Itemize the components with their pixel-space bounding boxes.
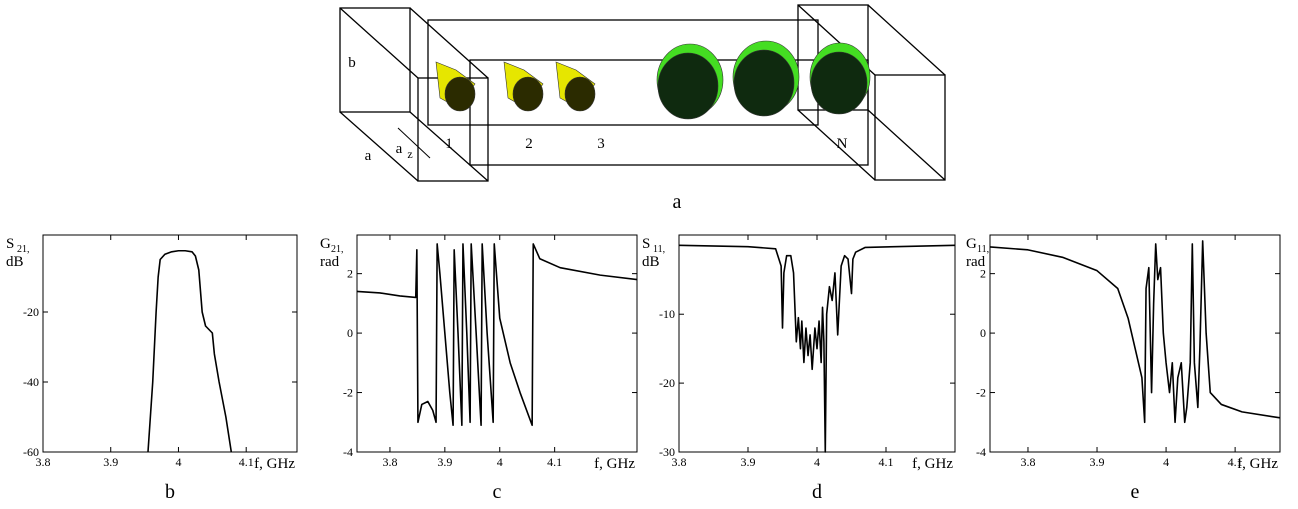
height-label: b bbox=[348, 55, 356, 71]
data-line bbox=[147, 249, 233, 453]
x-tick-label: 3.9 bbox=[103, 455, 118, 469]
y-tick-label: 2 bbox=[347, 267, 353, 281]
x-axis-label: f, GHz bbox=[594, 456, 635, 472]
caption: d bbox=[812, 481, 822, 503]
x-tick-label: 3.8 bbox=[36, 455, 51, 469]
y-label-unit: dB bbox=[6, 254, 24, 270]
chart: -4 -2 0 2 3.8 3.9 4 4.1f, GHz G 11,rad e bbox=[966, 234, 1281, 503]
x-tick-label: 3.9 bbox=[437, 455, 452, 469]
y-label-unit: rad bbox=[320, 254, 340, 270]
disc bbox=[809, 42, 871, 115]
y-tick-label: -4 bbox=[343, 445, 353, 459]
caption: e bbox=[1131, 481, 1140, 503]
element-label: 2 bbox=[525, 136, 533, 152]
width-label: a bbox=[365, 148, 372, 164]
y-tick-label: 0 bbox=[347, 326, 353, 340]
port-face bbox=[339, 7, 411, 113]
edge bbox=[867, 109, 946, 181]
caption: c bbox=[493, 481, 502, 503]
y-label-symbol: S bbox=[6, 236, 14, 252]
chart: -30 -20 -10 3.8 3.9 4 4.1 f, GHz S 11,dB d bbox=[642, 234, 956, 503]
x-tick-label: 3.8 bbox=[382, 455, 397, 469]
edge bbox=[409, 111, 489, 182]
plot-frame bbox=[989, 234, 1281, 453]
y-tick-label: -4 bbox=[976, 445, 986, 459]
y-label-unit: dB bbox=[642, 254, 660, 270]
element-label: 1 bbox=[445, 136, 453, 152]
chart: -60 -40 -20 3.8 3.9 4 4.1 f, GHz S 21,dB b bbox=[6, 234, 298, 503]
x-tick-label: 3.8 bbox=[672, 455, 687, 469]
spacing-label: a bbox=[396, 141, 403, 157]
y-tick-label: -20 bbox=[659, 376, 675, 390]
x-tick-label: 3.9 bbox=[1090, 455, 1105, 469]
x-tick-label: 4.1 bbox=[1228, 455, 1243, 469]
disc bbox=[656, 43, 724, 120]
y-tick-label: -20 bbox=[23, 305, 39, 319]
y-label-symbol: S bbox=[642, 236, 650, 252]
x-axis-label: f, GHz bbox=[912, 456, 953, 472]
rod bbox=[555, 61, 596, 112]
y-label-subscript: 21, bbox=[17, 244, 30, 255]
x-tick-label: 4 bbox=[497, 455, 503, 469]
edge bbox=[339, 111, 419, 182]
disc bbox=[732, 40, 800, 117]
resonators bbox=[435, 40, 871, 120]
data-line bbox=[989, 240, 1281, 424]
element-label: 3 bbox=[597, 136, 605, 152]
rod bbox=[435, 61, 476, 112]
x-tick-label: 3.8 bbox=[1020, 455, 1035, 469]
dimension-arrow bbox=[397, 127, 431, 159]
data-line bbox=[678, 244, 956, 453]
spacing-subscript: z bbox=[407, 147, 412, 161]
caption: a bbox=[673, 191, 682, 213]
port-face bbox=[874, 74, 946, 181]
x-tick-label: 4.1 bbox=[547, 455, 562, 469]
plot-frame bbox=[42, 234, 298, 453]
caption: b bbox=[165, 481, 175, 503]
x-tick-label: 4.1 bbox=[879, 455, 894, 469]
edge bbox=[867, 4, 946, 76]
y-label-subscript: 11, bbox=[653, 244, 665, 255]
y-tick-label: -10 bbox=[659, 307, 675, 321]
y-label-unit: rad bbox=[966, 254, 986, 270]
element-label: N bbox=[837, 136, 848, 152]
edge bbox=[409, 7, 489, 79]
y-label-symbol: G bbox=[320, 236, 331, 252]
x-tick-label: 3.9 bbox=[741, 455, 756, 469]
y-tick-label: -40 bbox=[23, 375, 39, 389]
x-tick-label: 4 bbox=[1163, 455, 1169, 469]
x-tick-label: 4 bbox=[814, 455, 820, 469]
y-tick-label: -2 bbox=[976, 386, 986, 400]
y-tick-label: -60 bbox=[23, 445, 39, 459]
data-line bbox=[356, 243, 638, 427]
x-axis-label: f, GHz bbox=[1237, 456, 1278, 472]
x-axis-label: f, GHz bbox=[254, 456, 295, 472]
y-tick-label: -2 bbox=[343, 386, 353, 400]
x-tick-label: 4 bbox=[175, 455, 181, 469]
y-label-symbol: G bbox=[966, 236, 977, 252]
y-tick-label: -30 bbox=[659, 445, 675, 459]
edge bbox=[339, 7, 419, 79]
y-label-subscript: 11, bbox=[977, 244, 989, 255]
chart: -4 -2 0 2 3.8 3.9 4 4.1 f, GHz G 21,rad c bbox=[320, 234, 638, 503]
y-tick-label: 2 bbox=[980, 267, 986, 281]
rod bbox=[503, 61, 544, 112]
edge bbox=[797, 109, 876, 181]
y-label-subscript: 21, bbox=[331, 244, 344, 255]
y-tick-label: 0 bbox=[980, 326, 986, 340]
x-tick-label: 4.1 bbox=[239, 455, 254, 469]
plot-frame bbox=[356, 234, 638, 453]
